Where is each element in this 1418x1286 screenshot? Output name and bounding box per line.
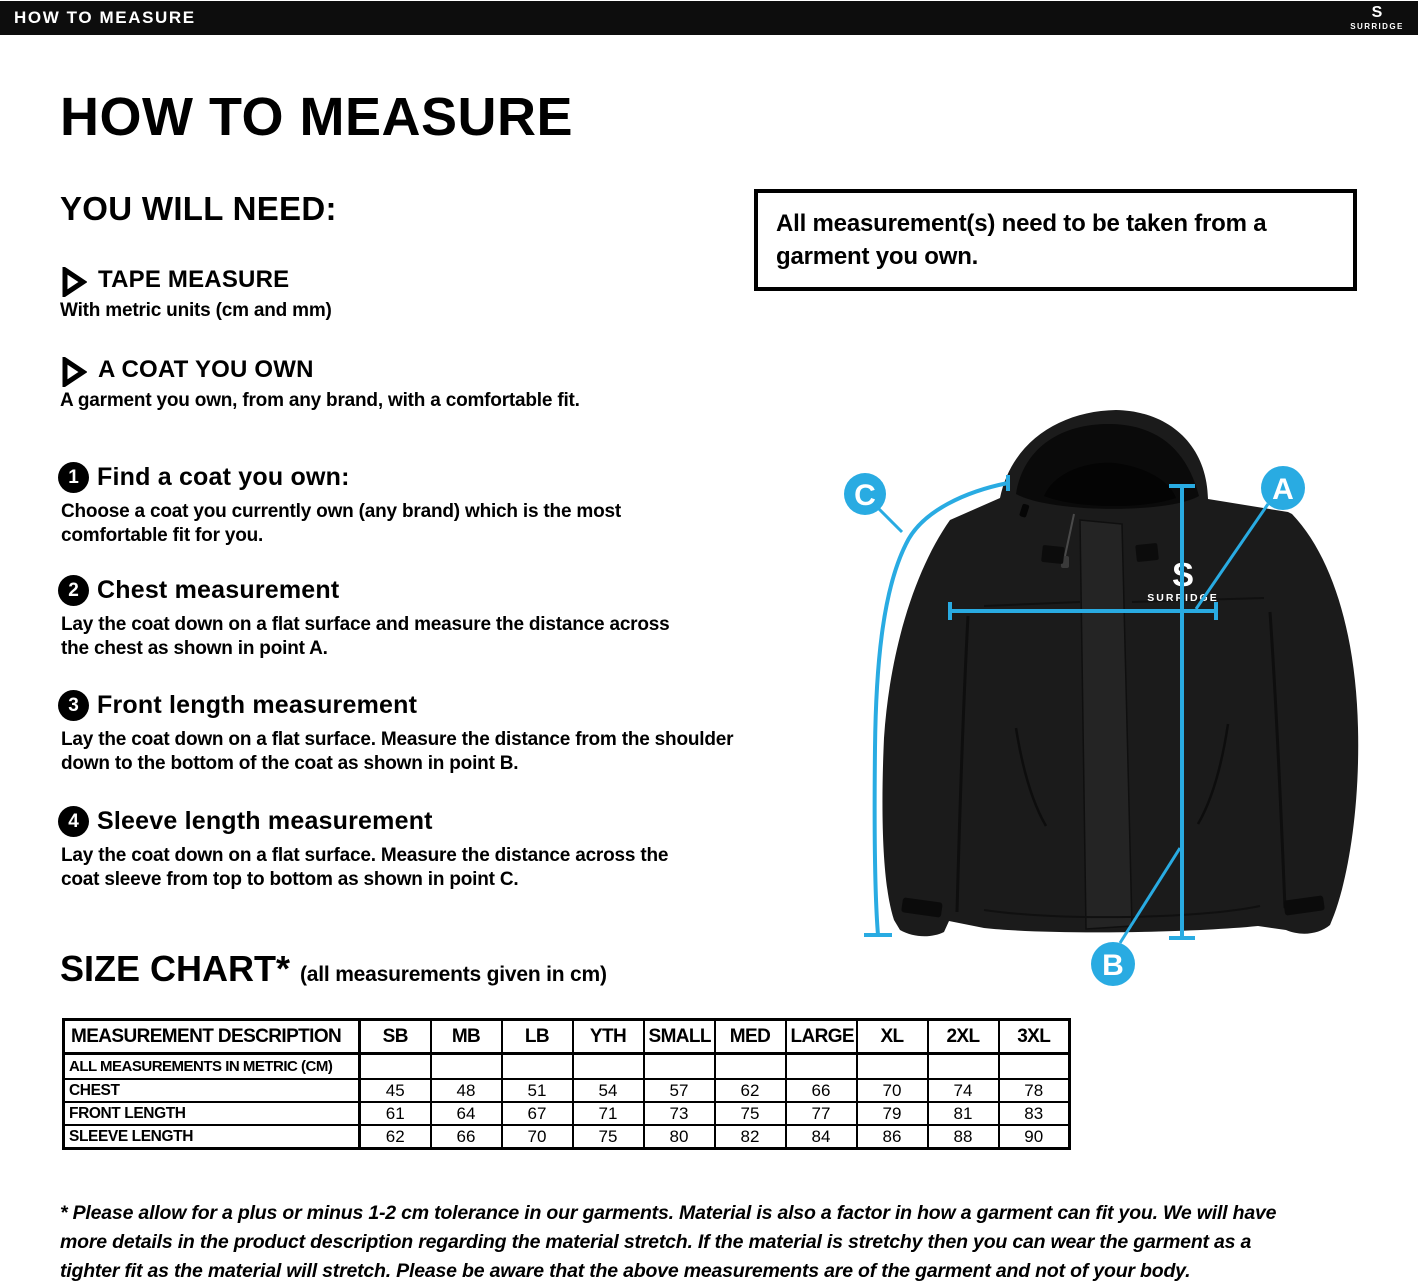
step-4: 4 Sleeve length measurement Lay the coat… [58,806,668,891]
cell: 57 [642,1078,716,1103]
cell: 84 [784,1124,858,1150]
need-item-coat-desc: A garment you own, from any brand, with … [60,390,580,411]
row-label: SLEEVE LENGTH [62,1124,361,1150]
cell: 45 [358,1078,432,1103]
col-header: MB [429,1018,503,1055]
triangle-bullet-icon [62,357,87,387]
cell: 88 [926,1124,1000,1150]
cell: 54 [571,1078,645,1103]
label-c-circle [844,473,886,515]
triangle-bullet-icon [62,267,87,297]
cell: 82 [713,1124,787,1150]
col-header: 3XL [997,1018,1071,1055]
measurement-labels: A C B [844,466,1305,986]
cell: 48 [429,1078,503,1103]
page-title: HOW TO MEASURE [60,87,574,147]
step-3: 3 Front length measurement Lay the coat … [58,690,734,775]
step-title: Chest measurement [97,576,340,604]
need-item-tape-measure-desc: With metric units (cm and mm) [60,300,332,321]
step-description: Lay the coat down on a flat surface and … [61,614,670,659]
step-title: Front length measurement [97,691,418,719]
cell: 75 [571,1124,645,1150]
step-2: 2 Chest measurement Lay the coat down on… [58,575,670,660]
cell: 86 [855,1124,929,1150]
jacket-measurement-diagram: S SURRIDGE A C B [844,410,1359,986]
col-header: 2XL [926,1018,1000,1055]
label-b-circle [1091,942,1135,986]
measurement-callout-box: All measurement(s) need to be taken from… [754,189,1357,291]
size-chart-header-row: MEASUREMENT DESCRIPTION SB MB LB YTH SMA… [62,1018,1071,1055]
col-header: SMALL [642,1018,716,1055]
top-bar-title: HOW TO MEASURE [14,8,196,27]
step-title: Find a coat you own: [97,463,350,491]
step-description: Lay the coat down on a flat surface. Mea… [61,845,669,890]
cell: 73 [642,1101,716,1126]
cell: 79 [855,1101,929,1126]
cell: 80 [642,1124,716,1150]
need-item-tape-measure: TAPE MEASURE [98,266,290,293]
col-header: LARGE [784,1018,858,1055]
cell: 62 [358,1124,432,1150]
col-header: MEASUREMENT DESCRIPTION [62,1018,361,1055]
cell: 75 [713,1101,787,1126]
jacket-illustration: S SURRIDGE [882,410,1359,937]
cell: 66 [429,1124,503,1150]
size-chart-subtitle: (all measurements given in cm) [300,963,607,986]
step-description: Choose a coat you currently own (any bra… [61,501,621,546]
sleeve-measure-line [872,481,1009,936]
cell: 64 [429,1101,503,1126]
cell: 67 [500,1101,574,1126]
tolerance-footnote: * Please allow for a plus or minus 1-2 c… [60,1202,1277,1282]
row-label: CHEST [62,1078,361,1103]
cell: 83 [997,1101,1071,1126]
need-item-coat: A COAT YOU OWN [98,356,314,383]
label-a-circle [1261,466,1305,510]
metric-note-row: ALL MEASUREMENTS IN METRIC (CM) [62,1052,1071,1080]
step-description: Lay the coat down on a flat surface. Mea… [61,729,734,774]
cell: 61 [358,1101,432,1126]
step-number-badge: 1 [58,462,89,493]
size-chart-title: SIZE CHART* [60,948,291,989]
size-chart-heading: SIZE CHART* (all measurements given in cm… [60,948,607,990]
col-header: MED [713,1018,787,1055]
step-1: 1 Find a coat you own: Choose a coat you… [58,462,621,547]
step-number-badge: 2 [58,575,89,606]
cell: 78 [997,1078,1071,1103]
col-header: YTH [571,1018,645,1055]
surridge-logo-wordmark: SURRIDGE [1350,22,1403,31]
table-row-front-length: FRONT LENGTH 61 64 67 71 73 75 77 79 81 … [62,1101,1071,1126]
size-chart-table: MEASUREMENT DESCRIPTION SB MB LB YTH SMA… [62,1018,1071,1150]
you-will-need-heading: YOU WILL NEED: [60,190,337,227]
cell: 51 [500,1078,574,1103]
cell: 77 [784,1101,858,1126]
cell: 66 [784,1078,858,1103]
label-b: B [1102,949,1124,982]
step-number-badge: 4 [58,806,89,837]
cell: 74 [926,1078,1000,1103]
col-header: LB [500,1018,574,1055]
table-row-chest: CHEST 45 48 51 54 57 62 66 70 74 78 [62,1078,1071,1103]
row-label: FRONT LENGTH [62,1101,361,1126]
step-number-badge: 3 [58,690,89,721]
cell: 62 [713,1078,787,1103]
cell: 90 [997,1124,1071,1150]
surridge-logo-s-mark: S [1372,4,1383,21]
cell: 71 [571,1101,645,1126]
step-title: Sleeve length measurement [97,807,433,835]
label-c: C [854,479,876,512]
cell: 70 [500,1124,574,1150]
top-bar: HOW TO MEASURE S SURRIDGE [0,1,1418,35]
col-header: SB [358,1018,432,1055]
cell: 81 [926,1101,1000,1126]
surridge-logo: S SURRIDGE [1350,4,1403,31]
metric-note: ALL MEASUREMENTS IN METRIC (CM) [62,1052,361,1080]
col-header: XL [855,1018,929,1055]
label-a: A [1272,473,1294,506]
cell: 70 [855,1078,929,1103]
table-row-sleeve-length: SLEEVE LENGTH 62 66 70 75 80 82 84 86 88… [62,1124,1071,1150]
measurement-lines [864,475,1270,944]
